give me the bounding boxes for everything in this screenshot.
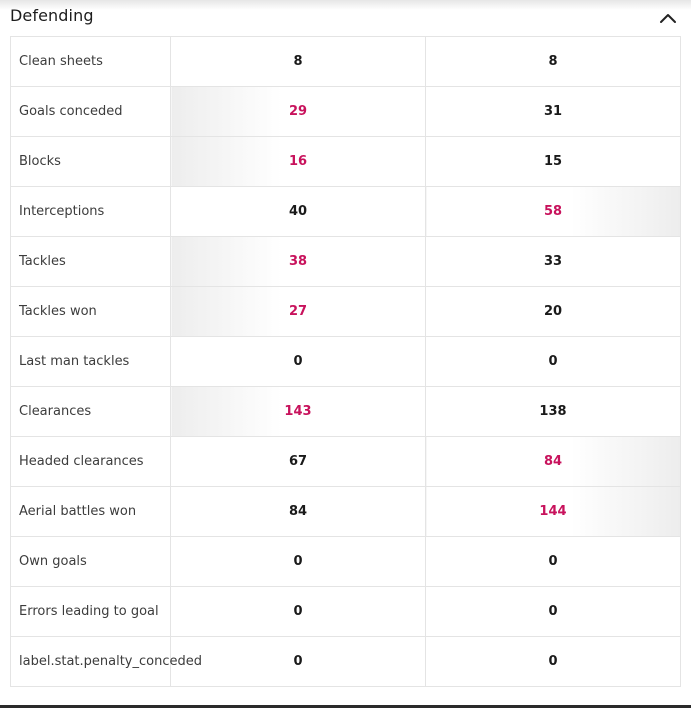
away-value: 0 <box>425 536 681 587</box>
away-value: 138 <box>425 386 681 437</box>
stat-label: Aerial battles won <box>10 486 171 537</box>
stat-row: Tackles 38 33 <box>10 236 681 287</box>
stat-label: Interceptions <box>10 186 171 237</box>
away-value: 33 <box>425 236 681 287</box>
section-title: Defending <box>10 6 94 25</box>
stat-row: Headed clearances 67 84 <box>10 436 681 487</box>
stat-label: Blocks <box>10 136 171 187</box>
stat-row: Tackles won 27 20 <box>10 286 681 337</box>
stat-row: Last man tackles 0 0 <box>10 336 681 387</box>
stat-row: Clearances 143 138 <box>10 386 681 437</box>
stat-label: label.stat.penalty_conceded <box>10 636 202 687</box>
home-value: 38 <box>170 236 426 287</box>
collapse-button[interactable] <box>654 6 682 30</box>
stat-row: Errors leading to goal 0 0 <box>10 586 681 637</box>
home-value: 0 <box>170 536 426 587</box>
stat-label: Tackles <box>10 236 171 287</box>
away-value: 0 <box>425 336 681 387</box>
bottom-divider <box>0 705 691 708</box>
away-value: 144 <box>425 486 681 537</box>
home-value: 29 <box>170 86 426 137</box>
away-value: 31 <box>425 86 681 137</box>
stat-row: Blocks 16 15 <box>10 136 681 187</box>
stat-label: Clean sheets <box>10 36 171 87</box>
away-value: 0 <box>425 636 681 687</box>
chevron-up-icon <box>660 14 676 23</box>
stat-row: Goals conceded 29 31 <box>10 86 681 137</box>
away-value: 0 <box>425 586 681 637</box>
stat-label: Goals conceded <box>10 86 171 137</box>
stat-label: Headed clearances <box>10 436 171 487</box>
stat-label: Clearances <box>10 386 171 437</box>
home-value: 8 <box>170 36 426 87</box>
home-value: 84 <box>170 486 426 537</box>
stats-table-body: Clean sheets 8 8 Goals conceded 29 31 Blocks 16… <box>10 36 681 687</box>
stat-row: Aerial battles won 84 144 <box>10 486 681 537</box>
away-value: 20 <box>425 286 681 337</box>
home-value: 40 <box>170 186 426 237</box>
stat-row: Clean sheets 8 8 <box>10 36 681 87</box>
stat-label: Last man tackles <box>10 336 171 387</box>
stat-label: Own goals <box>10 536 171 587</box>
stat-label: Tackles won <box>10 286 171 337</box>
home-value: 16 <box>170 136 426 187</box>
away-value: 84 <box>425 436 681 487</box>
away-value: 8 <box>425 36 681 87</box>
section-header[interactable]: Defending <box>0 0 691 36</box>
home-value: 0 <box>170 336 426 387</box>
home-value: 143 <box>170 386 426 437</box>
home-value: 0 <box>170 636 426 687</box>
away-value: 15 <box>425 136 681 187</box>
stats-table: Clean sheets 8 8 Goals conceded 29 31 Blocks 16… <box>10 36 681 687</box>
stat-row: label.stat.penalty_conceded 0 0 <box>10 636 681 687</box>
top-shadow <box>0 0 691 10</box>
stat-label: Errors leading to goal <box>10 586 171 637</box>
away-value: 58 <box>425 186 681 237</box>
home-value: 67 <box>170 436 426 487</box>
home-value: 0 <box>170 586 426 637</box>
stat-row: Interceptions 40 58 <box>10 186 681 237</box>
stat-row: Own goals 0 0 <box>10 536 681 587</box>
home-value: 27 <box>170 286 426 337</box>
